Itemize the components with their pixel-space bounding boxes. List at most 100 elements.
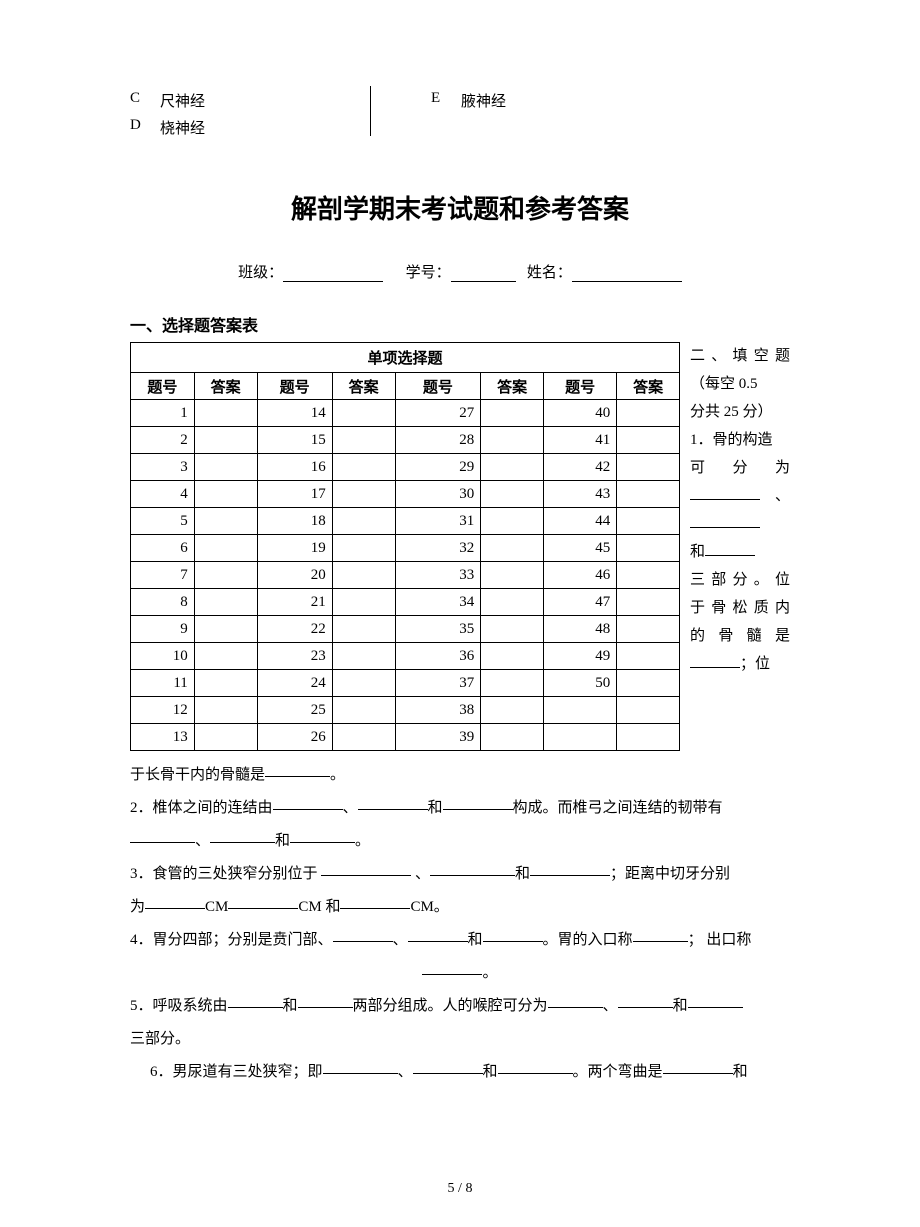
qnum-cell: 32: [395, 535, 481, 562]
page-footer: 5 / 8: [0, 1181, 920, 1197]
blank: [321, 861, 411, 876]
question-4-line2: 。: [130, 957, 790, 990]
main-content: 单项选择题 题号答案题号答案题号答案题号答案 11427402152841316…: [130, 342, 790, 751]
q6-t2: 、: [398, 1064, 413, 1080]
answer-cell: [481, 400, 544, 427]
q3-t4: ；距离中切牙分别: [610, 866, 730, 882]
blank: [618, 993, 673, 1008]
qnum-cell: 39: [395, 724, 481, 751]
q3-t2: 、: [415, 866, 430, 882]
page-total: 8: [465, 1181, 472, 1196]
answer-cell: [481, 562, 544, 589]
blank: [340, 894, 410, 909]
answer-cell: [332, 616, 395, 643]
q1-line1: 1．骨的构造: [690, 426, 790, 454]
q1-l7b: 骨: [718, 628, 738, 644]
q3-t7: CM 和: [298, 899, 340, 915]
section2-side-text: 二、填空题 （每空 0.5 分共 25 分） 1．骨的构造 可 分 为 、 和 …: [680, 342, 790, 751]
q3-t3: 和: [515, 866, 530, 882]
answer-cell: [332, 562, 395, 589]
answer-cell: [481, 454, 544, 481]
blank: [333, 927, 393, 942]
q1-continuation: 于长骨干内的骨髓是 。: [130, 759, 790, 792]
qnum-cell: 21: [257, 589, 332, 616]
qnum-cell: 14: [257, 400, 332, 427]
and: 和: [690, 544, 705, 560]
scoring-line2: 分共 25 分）: [690, 398, 790, 426]
question-6: 6．男尿道有三处狭窄；即、和。两个弯曲是和: [130, 1056, 790, 1089]
question-2: 2．椎体之间的连结由、和构成。而椎弓之间连结的韧带有: [130, 792, 790, 825]
qnum-cell: 25: [257, 697, 332, 724]
answer-cell: [332, 589, 395, 616]
qnum-cell: 5: [131, 508, 195, 535]
q5-t1: 5．呼吸系统由: [130, 998, 228, 1014]
blank: [422, 960, 482, 975]
q2-t2: 、: [343, 800, 358, 816]
q1-l2a: 可: [690, 460, 717, 476]
qnum-cell: 13: [131, 724, 195, 751]
qnum-cell: 24: [257, 670, 332, 697]
answer-table-wrapper: 单项选择题 题号答案题号答案题号答案题号答案 11427402152841316…: [130, 342, 680, 751]
blank: [298, 993, 353, 1008]
scoring-line1: （每空 0.5: [690, 370, 790, 398]
option-d: D 桡神经: [130, 117, 370, 138]
table-row: 4173043: [131, 481, 680, 508]
q1-line5: 和: [690, 538, 790, 566]
qnum-cell: 18: [257, 508, 332, 535]
q5-t3: 两部分组成。人的喉腔可分为: [353, 998, 548, 1014]
answer-cell: [194, 535, 257, 562]
answer-cell: [194, 427, 257, 454]
q4-t1: 4．胃分四部；分别是贲门部、: [130, 932, 333, 948]
answer-cell: [332, 481, 395, 508]
table-row: 132639: [131, 724, 680, 751]
blank: [483, 927, 543, 942]
comma: 、: [760, 488, 790, 504]
option-e: E 腋神经: [431, 90, 506, 111]
question-3-line2: 为 CM CM 和 CM。: [130, 891, 790, 924]
answer-cell: [332, 535, 395, 562]
qnum-cell: 7: [131, 562, 195, 589]
q3-t5: 为: [130, 899, 145, 915]
blank: [358, 795, 428, 810]
answer-cell: [617, 670, 680, 697]
qnum-cell: 29: [395, 454, 481, 481]
q2-t5: 、: [195, 833, 210, 849]
blank: [413, 1059, 483, 1074]
q3-t1: 3．食管的三处狭窄分别位于: [130, 866, 318, 882]
blank: [228, 993, 283, 1008]
q1-bottom-text: 于长骨干内的骨髓是: [130, 767, 265, 783]
table-header-cell: 答案: [481, 373, 544, 400]
qnum-cell: 46: [544, 562, 617, 589]
blank: [688, 993, 743, 1008]
table-header-cell: 题号: [257, 373, 332, 400]
qnum-cell: 36: [395, 643, 481, 670]
period: 。: [330, 767, 345, 783]
answer-cell: [194, 508, 257, 535]
q3-t8: CM。: [410, 899, 448, 915]
q2-t4: 构成。而椎弓之间连结的韧带有: [513, 800, 723, 816]
qnum-cell: [544, 697, 617, 724]
id-blank: [451, 264, 516, 282]
blank: [705, 541, 755, 556]
q1-l7d: 是: [775, 628, 790, 644]
blank: [530, 861, 610, 876]
section2-title: 二、填空题: [690, 342, 790, 370]
table-row: 5183144: [131, 508, 680, 535]
qnum-cell: 41: [544, 427, 617, 454]
question-4: 4．胃分四部；分别是贲门部、、和。胃的入口称； 出口称: [130, 924, 790, 957]
q1-l8: ；位: [740, 656, 770, 672]
q4-t3: 和: [468, 932, 483, 948]
answer-cell: [332, 400, 395, 427]
answer-cell: [617, 724, 680, 751]
answer-cell: [617, 400, 680, 427]
answer-cell: [332, 724, 395, 751]
table-header-cell: 题号: [544, 373, 617, 400]
q3-t6: CM: [205, 899, 228, 915]
blank: [323, 1059, 398, 1074]
class-blank: [283, 264, 383, 282]
answer-cell: [481, 508, 544, 535]
qnum-cell: 11: [131, 670, 195, 697]
qnum-cell: 16: [257, 454, 332, 481]
answer-cell: [481, 481, 544, 508]
qnum-cell: 28: [395, 427, 481, 454]
